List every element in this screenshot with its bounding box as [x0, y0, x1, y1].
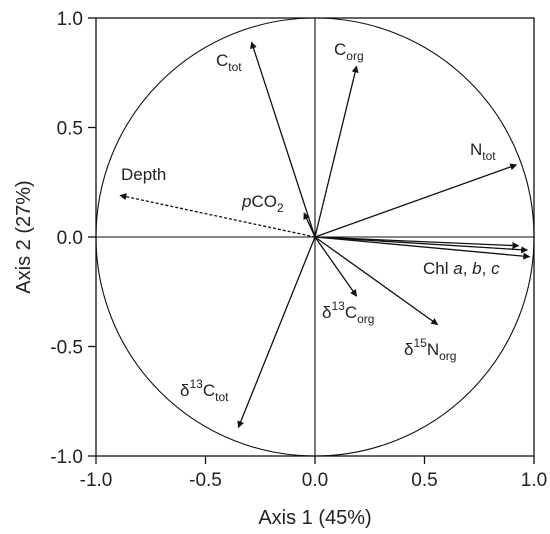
vector-arrow-pco2 — [303, 212, 316, 238]
x-tick-label: 1.0 — [521, 470, 547, 491]
y-tick-label: 1.0 — [57, 9, 83, 30]
x-tick-label: -0.5 — [189, 470, 222, 491]
vector-arrow-depth — [119, 193, 316, 238]
vector-label-ctot: Ctot — [216, 51, 242, 74]
loading-vectors — [119, 41, 531, 429]
y-tick-label: -0.5 — [50, 338, 83, 359]
vector-labels: Ctot Corg Ntot Depth pCO2 Chl a, b, c δ13Corg δ… — [121, 40, 500, 404]
vector-arrow-d13corg — [314, 236, 358, 297]
vector-arrow-chl3 — [314, 236, 531, 260]
vector-arrow-d13ctot — [237, 236, 316, 429]
vector-label-depth: Depth — [121, 165, 166, 184]
vector-arrow-chl2 — [314, 236, 529, 254]
x-tick-label: -1.0 — [80, 470, 113, 491]
x-tick-label: 0.5 — [411, 470, 437, 491]
y-tick-label: 0.0 — [57, 228, 83, 249]
x-axis-ticks: -1.0 -0.5 0.0 0.5 1.0 — [80, 456, 547, 491]
y-tick-label: 0.5 — [57, 119, 83, 140]
y-axis-ticks: -1.0 -0.5 0.0 0.5 1.0 — [50, 9, 96, 468]
y-tick-label: -1.0 — [50, 447, 83, 468]
vector-arrow-d15norg — [314, 236, 439, 326]
vector-arrow-corg — [314, 65, 359, 238]
vector-label-d13ctot: δ13Ctot — [180, 377, 229, 404]
y-axis-title: Axis 2 (27%) — [13, 180, 35, 293]
vector-label-pco2: pCO2 — [241, 192, 284, 215]
vector-label-ntot: Ntot — [470, 140, 496, 163]
vector-arrow-ntot — [314, 163, 518, 238]
vector-label-corg: Corg — [334, 40, 364, 63]
x-tick-label: 0.0 — [302, 470, 328, 491]
x-axis-title: Axis 1 (45%) — [258, 507, 371, 529]
vector-label-d15norg: δ15Norg — [404, 336, 456, 363]
vector-label-d13corg: δ13Corg — [322, 299, 374, 326]
vector-label-chl3: Chl a, b, c — [423, 259, 500, 278]
vector-arrow-ctot — [250, 41, 316, 238]
